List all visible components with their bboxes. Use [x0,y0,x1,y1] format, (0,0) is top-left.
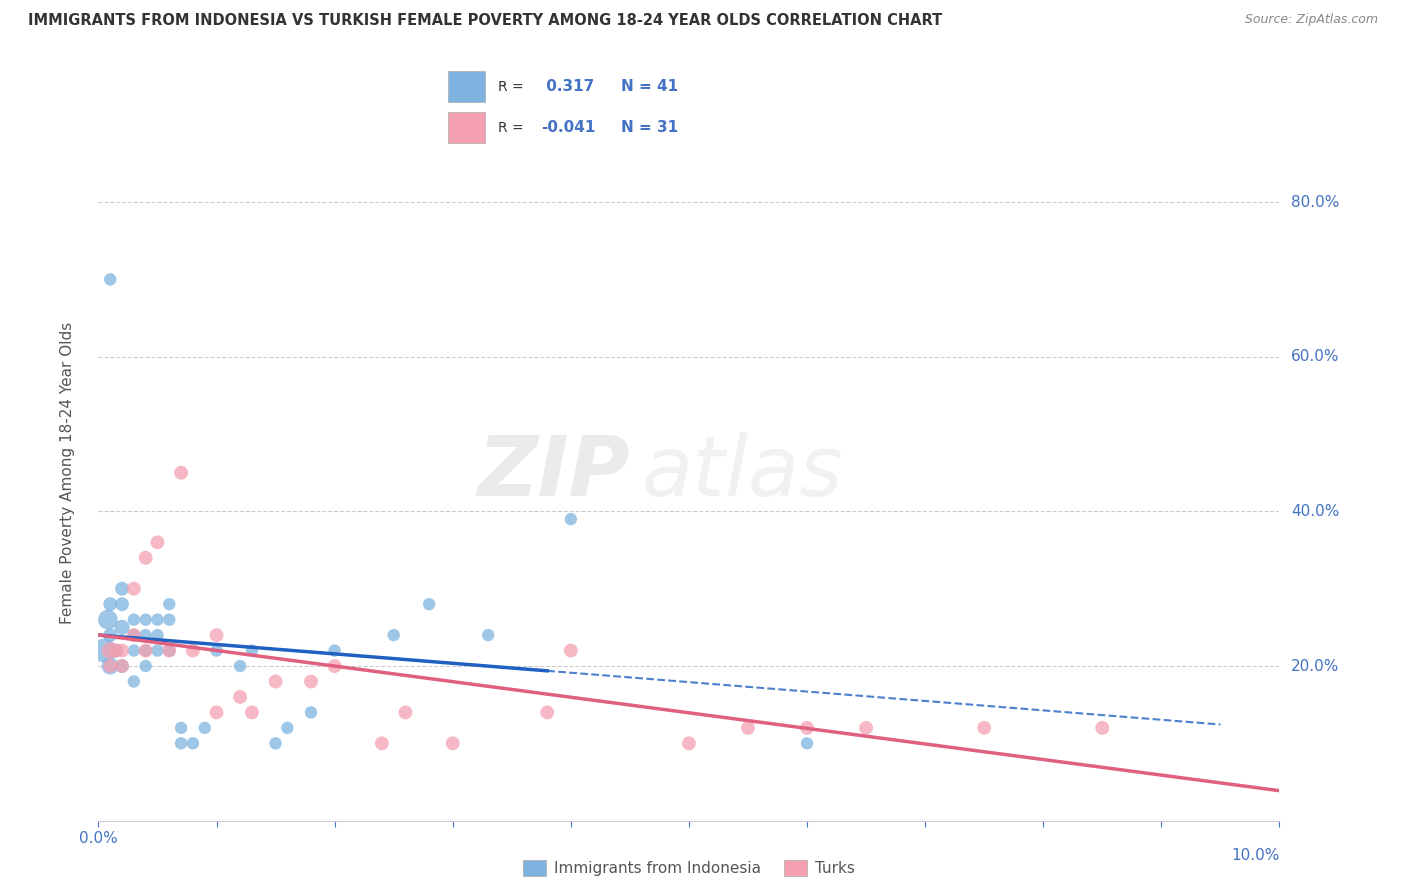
Point [382,628,405,642]
Point [122,613,145,627]
Point [229,690,252,704]
Point [299,706,322,720]
Text: atlas: atlas [641,433,844,513]
Point [441,736,464,750]
Point [181,643,204,657]
Point [560,512,582,526]
Point [111,597,134,611]
Point [205,628,228,642]
Text: R =: R = [498,120,527,135]
Point [135,550,157,565]
Point [146,643,169,657]
Text: ZIP: ZIP [477,433,630,513]
Point [170,736,193,750]
Point [98,597,121,611]
Point [146,613,169,627]
FancyBboxPatch shape [449,112,485,143]
Text: N = 31: N = 31 [621,120,679,135]
Text: 60.0%: 60.0% [1291,350,1340,364]
Point [194,721,217,735]
Point [122,582,145,596]
Point [98,272,121,286]
Text: -0.041: -0.041 [541,120,595,135]
Point [678,736,700,750]
Point [135,659,157,673]
Point [170,466,193,480]
Point [135,628,157,642]
Point [97,613,120,627]
Point [205,643,228,657]
Point [205,706,228,720]
Point [122,628,145,642]
Point [98,659,121,673]
Point [157,643,180,657]
Point [146,535,169,549]
Point [122,643,145,657]
Point [1091,721,1114,735]
Point [323,659,346,673]
Point [93,643,115,657]
Text: IMMIGRANTS FROM INDONESIA VS TURKISH FEMALE POVERTY AMONG 18-24 YEAR OLDS CORREL: IMMIGRANTS FROM INDONESIA VS TURKISH FEM… [28,13,942,29]
Point [323,643,346,657]
Text: N = 41: N = 41 [621,79,679,94]
Point [135,613,157,627]
Text: 40.0%: 40.0% [1291,504,1340,519]
Point [418,597,440,611]
Point [855,721,877,735]
Point [135,643,157,657]
Point [371,736,394,750]
Point [157,597,180,611]
Point [105,643,128,657]
Point [111,620,134,634]
Point [111,659,134,673]
Point [560,643,582,657]
Point [299,674,322,689]
Point [98,643,121,657]
Point [170,721,193,735]
Text: 10.0%: 10.0% [1232,848,1279,863]
Point [264,674,287,689]
Text: R =: R = [498,79,527,94]
Point [973,721,995,735]
Point [98,628,121,642]
Point [229,659,252,673]
Point [122,628,145,642]
Text: 80.0%: 80.0% [1291,194,1340,210]
Point [122,674,145,689]
Point [157,613,180,627]
Point [737,721,759,735]
Point [240,706,263,720]
Text: Source: ZipAtlas.com: Source: ZipAtlas.com [1244,13,1378,27]
Point [111,582,134,596]
Text: 0.317: 0.317 [541,79,595,94]
Point [98,659,121,673]
Point [111,659,134,673]
FancyBboxPatch shape [449,71,485,102]
Point [536,706,558,720]
Point [181,736,204,750]
Point [477,628,499,642]
Point [796,721,818,735]
Point [157,643,180,657]
Point [276,721,298,735]
Point [796,736,818,750]
Y-axis label: Female Poverty Among 18-24 Year Olds: Female Poverty Among 18-24 Year Olds [60,322,75,624]
Text: 20.0%: 20.0% [1291,658,1340,673]
Legend: Immigrants from Indonesia, Turks: Immigrants from Indonesia, Turks [517,855,860,882]
Point [135,643,157,657]
Point [240,643,263,657]
Point [146,628,169,642]
Point [264,736,287,750]
Point [111,643,134,657]
Point [394,706,416,720]
Point [105,643,128,657]
